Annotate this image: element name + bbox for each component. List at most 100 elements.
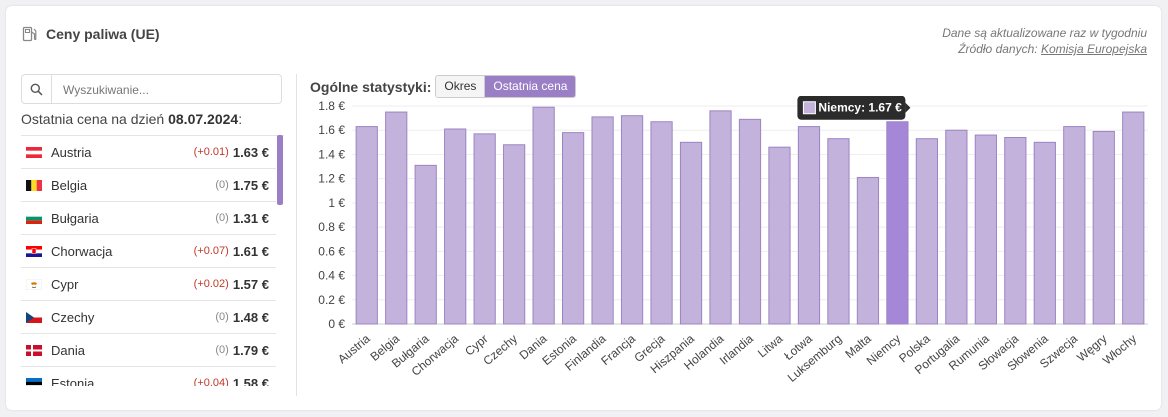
list-item[interactable]: Chorwacja (+0.07) 1.61 € bbox=[21, 235, 276, 268]
y-tick-label: 0.8 € bbox=[318, 220, 345, 234]
card-title-text: Ceny paliwa (UE) bbox=[46, 26, 160, 42]
data-source-line: Źródło danych: Komisja Europejska bbox=[942, 41, 1147, 57]
price-change: (+0.02) bbox=[193, 278, 229, 290]
chart-bar bbox=[355, 126, 378, 325]
chart-bar bbox=[591, 116, 614, 325]
country-name: Bułgaria bbox=[51, 210, 99, 226]
tab-period[interactable]: Okres bbox=[436, 76, 486, 97]
search-input[interactable] bbox=[53, 75, 290, 105]
chart-bar bbox=[561, 132, 585, 325]
tooltip-swatch bbox=[802, 101, 816, 115]
estonia-flag-icon bbox=[26, 377, 42, 386]
chart-bar bbox=[503, 144, 526, 325]
fuel-pump-icon bbox=[22, 26, 37, 42]
list-item[interactable]: Dania (0) 1.79 € bbox=[21, 334, 276, 367]
price-change: (0) bbox=[215, 179, 229, 191]
card-title: Ceny paliwa (UE) bbox=[22, 26, 160, 42]
chart-bar bbox=[886, 121, 909, 325]
price-change: (0) bbox=[215, 344, 229, 356]
last-price-label: Ostatnia cena na dzień bbox=[21, 111, 165, 127]
search-icon[interactable] bbox=[22, 75, 52, 103]
list-item[interactable]: Estonia (+0.04) 1.58 € bbox=[21, 367, 276, 386]
chart-bar bbox=[738, 118, 762, 325]
y-tick-label: 0 € bbox=[328, 317, 345, 331]
chart-bar bbox=[1063, 126, 1086, 325]
chart-bar bbox=[385, 111, 408, 325]
price-change: (+0.04) bbox=[193, 377, 229, 386]
y-tick-label: 0.2 € bbox=[318, 293, 345, 307]
chart-bar bbox=[709, 110, 732, 325]
chart-bar bbox=[650, 121, 673, 325]
x-tick-label: Włochy bbox=[1100, 332, 1139, 368]
chart-bar bbox=[827, 138, 850, 325]
price-change: (+0.07) bbox=[193, 245, 229, 257]
panel-divider bbox=[296, 74, 297, 396]
chart-bar bbox=[856, 176, 880, 325]
tooltip-box bbox=[797, 96, 906, 120]
bulgaria-flag-icon bbox=[26, 212, 42, 224]
country-price: 1.57 € bbox=[232, 276, 269, 292]
price-bar-chart: 0 € 0.2 € 0.4 € 0.6 € 0.8 € 1 € 1.2 € 1.4 € 1.6 … bbox=[318, 96, 1148, 385]
chart-bar bbox=[414, 164, 437, 325]
y-tick-label: 1.4 € bbox=[318, 147, 345, 161]
update-frequency-text: Dane są aktualizowane raz w tygodniu bbox=[942, 26, 1147, 40]
last-price-date: 08.07.2024 bbox=[168, 111, 239, 127]
stats-tab-group: Okres Ostatnia cena bbox=[435, 75, 577, 98]
list-item[interactable]: Belgia (0) 1.75 € bbox=[21, 169, 276, 202]
fuel-prices-card: Ceny paliwa (UE) Dane są aktualizowane r… bbox=[6, 6, 1161, 410]
cyprus-flag-icon bbox=[26, 278, 42, 290]
country-price: 1.79 € bbox=[232, 342, 269, 358]
x-tick-label: Niemcy bbox=[864, 332, 904, 368]
search-box bbox=[21, 74, 290, 105]
list-item[interactable]: Bułgaria (0) 1.31 € bbox=[21, 202, 276, 235]
chart-bar bbox=[473, 133, 496, 325]
price-change: (0) bbox=[215, 212, 229, 224]
country-price: 1.61 € bbox=[232, 243, 269, 259]
data-source-link[interactable]: Komisja Europejska bbox=[1040, 42, 1147, 56]
country-name: Dania bbox=[51, 342, 85, 358]
country-name: Cypr bbox=[51, 276, 79, 292]
chart-bar bbox=[974, 134, 997, 325]
chart-bar bbox=[444, 128, 467, 325]
country-name: Austria bbox=[51, 144, 92, 160]
list-item[interactable]: Austria (+0.01) 1.63 € bbox=[21, 136, 276, 169]
tooltip-text: Niemcy: 1.67 € bbox=[818, 101, 902, 115]
denmark-flag-icon bbox=[26, 344, 42, 356]
country-price: 1.31 € bbox=[232, 210, 269, 226]
country-price: 1.48 € bbox=[232, 309, 269, 325]
country-name: Estonia bbox=[51, 375, 95, 387]
y-tick-label: 0.4 € bbox=[318, 269, 345, 283]
country-name: Chorwacja bbox=[51, 243, 113, 259]
chart-bar bbox=[945, 129, 968, 325]
country-price-list: Austria (+0.01) 1.63 € Belgia (0) 1.75 €… bbox=[21, 135, 284, 386]
czechia-flag-icon bbox=[26, 311, 42, 323]
country-name: Belgia bbox=[51, 177, 88, 193]
list-item[interactable]: Cypr (+0.02) 1.57 € bbox=[21, 268, 276, 301]
update-note: Dane są aktualizowane raz w tygodniu Źró… bbox=[942, 25, 1147, 57]
chart-bar bbox=[620, 115, 644, 325]
list-item[interactable]: Czechy (0) 1.48 € bbox=[21, 301, 276, 334]
country-price: 1.75 € bbox=[232, 177, 269, 193]
chart-bar bbox=[679, 141, 703, 325]
croatia-flag-icon bbox=[26, 245, 42, 257]
list-scrollbar[interactable] bbox=[277, 135, 283, 205]
y-tick-label: 0.6 € bbox=[318, 244, 345, 258]
country-price: 1.58 € bbox=[232, 375, 269, 387]
x-tick-label: Austria bbox=[335, 331, 373, 366]
last-price-colon: : bbox=[238, 111, 243, 127]
x-tick-label: Litwa bbox=[755, 331, 786, 360]
stats-label: Ogólne statystyki: bbox=[310, 78, 432, 95]
chart-bar bbox=[1122, 111, 1145, 325]
x-tick-label: Francja bbox=[598, 331, 638, 368]
chart-bar bbox=[1092, 130, 1115, 325]
last-price-heading: Ostatnia cena na dzień 08.07.2024: bbox=[21, 111, 242, 127]
country-name: Czechy bbox=[51, 309, 95, 325]
tab-last-price[interactable]: Ostatnia cena bbox=[485, 76, 576, 97]
tooltip-pointer bbox=[905, 102, 911, 113]
chart-bar bbox=[1004, 136, 1027, 325]
price-change: (0) bbox=[215, 311, 229, 323]
chart-bar bbox=[768, 146, 791, 325]
y-tick-label: 1.8 € bbox=[318, 99, 345, 113]
chart-bar bbox=[532, 106, 555, 325]
y-tick-label: 1.2 € bbox=[318, 172, 345, 186]
